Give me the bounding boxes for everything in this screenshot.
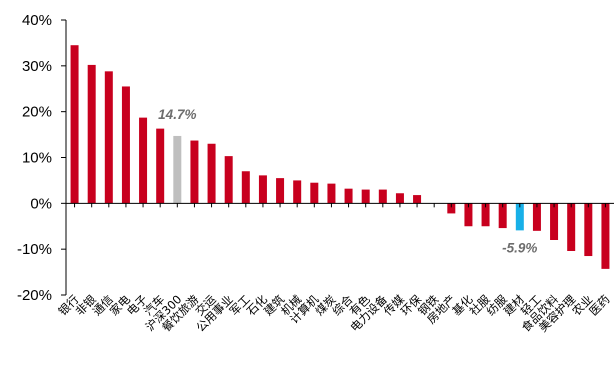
bar <box>207 143 216 204</box>
bar <box>481 203 490 227</box>
y-tick-label: 10% <box>22 150 52 167</box>
bar <box>310 182 319 204</box>
bar <box>190 140 199 204</box>
bars <box>70 45 610 269</box>
bar <box>327 183 336 204</box>
y-tick-label: -10% <box>17 241 52 258</box>
y-axis: 40% 30% 20% 10% 0% -10% -20% <box>17 12 67 304</box>
bar <box>173 135 182 204</box>
bar <box>258 175 267 204</box>
y-tick-label: 0% <box>30 195 52 212</box>
bar <box>413 195 422 204</box>
bar <box>567 203 576 251</box>
bar <box>139 117 148 204</box>
bar <box>276 178 285 204</box>
bar <box>395 193 404 204</box>
bar <box>378 189 387 204</box>
data-label: 14.7% <box>158 107 196 122</box>
data-label: -5.9% <box>502 240 537 255</box>
y-tick-label: -20% <box>17 287 52 304</box>
y-tick-label: 40% <box>22 12 52 29</box>
bar <box>224 156 233 204</box>
bar <box>241 171 250 204</box>
bar <box>87 64 96 204</box>
annotations: 14.7% -5.9% <box>158 107 537 255</box>
bar <box>515 203 524 231</box>
bar <box>550 203 559 240</box>
bar <box>156 128 165 204</box>
category-labels: 银行非银通信家电电子汽车沪深300餐饮旅游交运公用事业军工石化建筑机械计算机煤炭… <box>56 292 613 335</box>
bar <box>344 188 353 204</box>
bar <box>121 86 130 204</box>
bar <box>584 203 593 257</box>
bar <box>532 203 541 231</box>
bar <box>601 203 610 269</box>
y-tick-label: 20% <box>22 104 52 121</box>
category-label: 医药 <box>586 292 612 318</box>
bar <box>104 71 113 204</box>
y-tick-label: 30% <box>22 58 52 75</box>
bar <box>361 189 370 204</box>
x-axis <box>66 202 614 208</box>
bar <box>498 203 507 229</box>
bar <box>293 180 302 204</box>
bar <box>70 45 79 204</box>
bar <box>447 203 456 214</box>
bar <box>464 203 473 227</box>
